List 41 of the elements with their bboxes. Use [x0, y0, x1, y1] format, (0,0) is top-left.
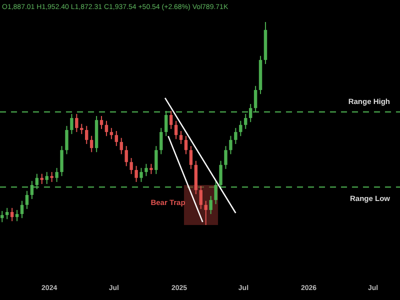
candlestick	[65, 125, 68, 155]
candlestick	[140, 167, 143, 182]
candlestick	[179, 130, 183, 145]
candlestick	[160, 127, 163, 155]
candlestick	[209, 195, 212, 215]
candlestick	[154, 146, 158, 175]
candlestick	[144, 163, 148, 177]
candlestick	[110, 127, 114, 140]
candlestick	[169, 110, 173, 130]
candlestick	[134, 165, 138, 182]
candlestick	[45, 172, 48, 184]
candlestick	[90, 135, 94, 153]
candlestick	[224, 146, 228, 170]
candlestick	[130, 158, 133, 175]
candlestick	[40, 173, 44, 184]
candlestick	[189, 146, 193, 170]
candlestick	[234, 127, 238, 145]
candlestick	[10, 207, 14, 222]
candlestick	[104, 120, 108, 137]
candlestick	[174, 120, 178, 140]
candlestick	[150, 163, 153, 175]
candlestick	[60, 146, 64, 177]
candlestick	[55, 167, 58, 182]
candlestick	[239, 120, 242, 137]
candlestick	[20, 200, 24, 219]
candlestick	[204, 200, 208, 226]
candlestick	[15, 209, 19, 222]
candlestick	[75, 113, 78, 133]
candlestick	[120, 137, 123, 155]
candlestick	[184, 135, 188, 155]
candlestick	[25, 190, 29, 210]
candlestick	[114, 130, 118, 147]
candlestick	[50, 172, 54, 182]
candlestick	[85, 125, 88, 145]
candlestick	[6, 207, 9, 220]
candlestick	[80, 123, 84, 135]
candlestick	[229, 135, 232, 155]
candlestick	[0, 210, 4, 223]
candlestick	[124, 146, 128, 167]
candlestick	[199, 186, 202, 210]
candlestick	[100, 115, 104, 130]
